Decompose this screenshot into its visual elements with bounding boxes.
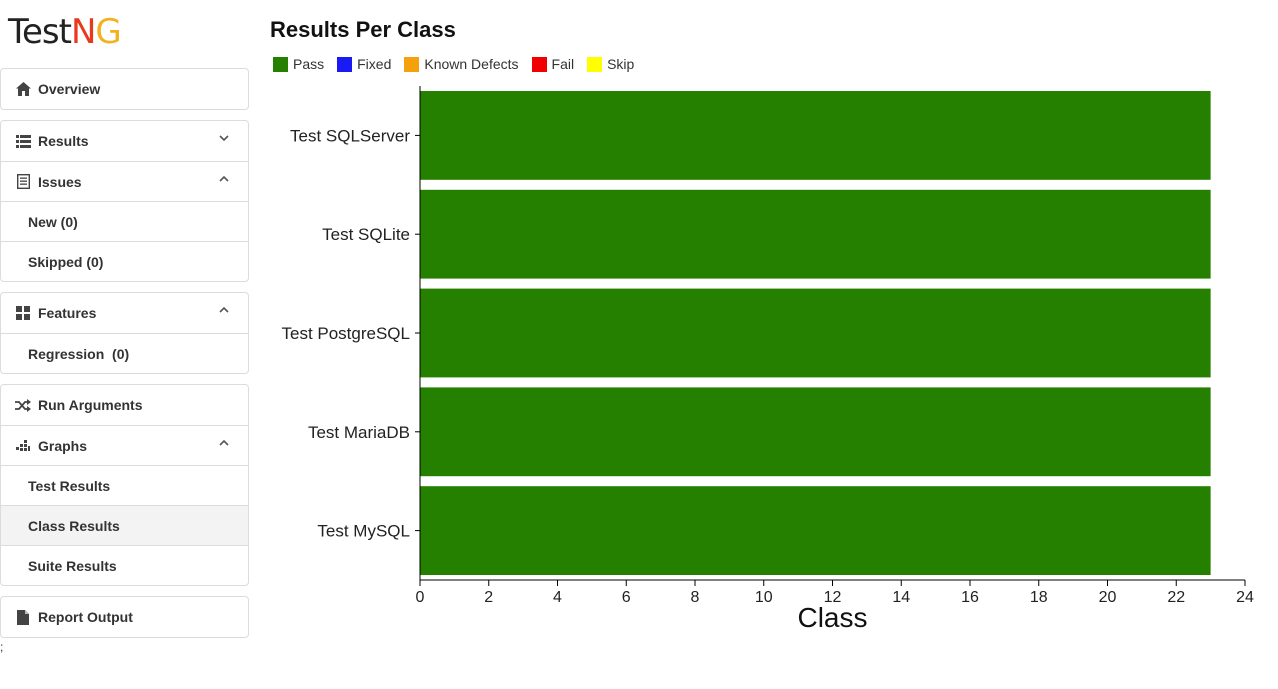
x-tick-label: 24 xyxy=(1236,589,1254,606)
sidebar-item-suite-results[interactable]: Suite Results xyxy=(1,545,248,585)
sidebar-item-label: Graphs xyxy=(38,437,88,454)
sidebar-item-label: Overview xyxy=(38,81,101,97)
legend-swatch xyxy=(587,56,603,72)
sidebar-group-run-arguments: Run Arguments Graphs Test Results Class … xyxy=(0,384,249,586)
sidebar-group-report-output: Report Output xyxy=(0,596,249,638)
sidebar-item-label: Features xyxy=(38,305,97,321)
chart-legend: Pass Fixed Known Defects Fail Skip xyxy=(273,56,647,72)
chevron-up-icon[interactable] xyxy=(218,437,230,449)
sidebar-item-run-arguments[interactable]: Run Arguments xyxy=(1,385,248,425)
sidebar-item-label: Results xyxy=(38,133,89,149)
sidebar-item-regression[interactable]: Regression (0) xyxy=(1,333,248,373)
sidebar-item-overview[interactable]: Overview xyxy=(1,69,248,109)
sidebar-item-report-output[interactable]: Report Output xyxy=(1,597,248,637)
legend-item-fail: Fail xyxy=(531,56,575,72)
y-tick-label: Test SQLite xyxy=(322,225,410,244)
sidebar-item-features[interactable]: Features xyxy=(1,293,248,333)
sidebar-item-label: Suite Results xyxy=(28,557,117,574)
x-tick-label: 2 xyxy=(484,589,493,606)
x-tick-label: 20 xyxy=(1099,589,1117,606)
stray-text: ; xyxy=(0,640,4,654)
x-tick-label: 6 xyxy=(622,589,631,606)
grid-icon xyxy=(15,305,31,321)
sidebar-item-label: Regression (0) xyxy=(28,345,130,362)
y-tick-label: Test PostgreSQL xyxy=(281,324,410,343)
file-icon xyxy=(15,609,31,625)
y-tick-label: Test MariaDB xyxy=(308,423,410,442)
legend-swatch xyxy=(273,56,288,72)
sidebar-item-label: Run Arguments xyxy=(38,397,143,413)
sidebar-item-label: Report Output xyxy=(38,609,133,625)
sidebar: Overview Results Issues New (0) Skipped … xyxy=(0,68,249,648)
x-tick-label: 12 xyxy=(824,589,842,606)
legend-item-skip: Skip xyxy=(587,56,634,72)
x-tick-label: 8 xyxy=(691,589,700,606)
testng-logo: TestNG xyxy=(8,12,122,52)
sidebar-item-label: Skipped (0) xyxy=(28,253,104,270)
bar-pass xyxy=(420,288,1211,378)
bar-pass xyxy=(420,91,1211,180)
document-icon xyxy=(15,174,31,190)
x-tick-label: 18 xyxy=(1030,589,1048,606)
sidebar-item-label: Test Results xyxy=(28,477,111,494)
sidebar-item-class-results[interactable]: Class Results xyxy=(1,505,248,545)
home-icon xyxy=(15,81,31,97)
chevron-up-icon[interactable] xyxy=(218,173,230,185)
legend-label: Pass xyxy=(293,56,325,72)
logo-part-test: Test xyxy=(8,12,72,52)
legend-swatch xyxy=(337,56,353,72)
logo-part-g: G xyxy=(95,12,121,52)
bar-pass xyxy=(420,486,1211,575)
sidebar-item-label: New (0) xyxy=(28,213,78,230)
x-tick-label: 4 xyxy=(553,589,562,606)
sidebar-item-test-results[interactable]: Test Results xyxy=(1,465,248,505)
x-tick-label: 16 xyxy=(961,589,979,606)
chevron-down-icon[interactable] xyxy=(218,132,230,144)
shuffle-icon xyxy=(15,397,31,413)
list-icon xyxy=(15,133,31,149)
sidebar-item-results[interactable]: Results xyxy=(1,121,248,161)
legend-item-known-defects: Known Defects xyxy=(404,56,519,72)
x-tick-label: 14 xyxy=(892,589,910,606)
page-title: Results Per Class xyxy=(270,17,456,42)
x-tick-label: 0 xyxy=(416,589,425,606)
sidebar-item-new[interactable]: New (0) xyxy=(1,201,248,241)
legend-label: Known Defects xyxy=(424,56,519,72)
logo-part-n: N xyxy=(70,12,96,52)
sidebar-item-label: Issues xyxy=(38,173,82,190)
sidebar-group-overview: Overview xyxy=(0,68,249,110)
legend-item-fixed: Fixed xyxy=(337,56,391,72)
chart-icon xyxy=(15,438,31,454)
legend-swatch xyxy=(404,56,420,72)
bar-pass xyxy=(420,387,1211,477)
sidebar-item-label: Class Results xyxy=(28,517,120,534)
x-tick-label: 22 xyxy=(1167,589,1185,606)
sidebar-group-results: Results Issues New (0) Skipped (0) xyxy=(0,120,249,282)
legend-label: Fail xyxy=(551,56,575,72)
legend-label: Skip xyxy=(607,56,635,72)
sidebar-item-skipped[interactable]: Skipped (0) xyxy=(1,241,248,281)
chevron-up-icon[interactable] xyxy=(218,304,230,316)
y-tick-label: Test SQLServer xyxy=(290,126,410,145)
legend-item-pass: Pass xyxy=(273,56,324,72)
x-axis-label: Class xyxy=(797,602,867,633)
sidebar-item-graphs[interactable]: Graphs xyxy=(1,425,248,465)
y-tick-label: Test MySQL xyxy=(317,522,410,541)
sidebar-item-issues[interactable]: Issues xyxy=(1,161,248,201)
x-tick-label: 10 xyxy=(755,589,773,606)
sidebar-group-features: Features Regression (0) xyxy=(0,292,249,374)
legend-label: Fixed xyxy=(357,56,392,72)
legend-swatch xyxy=(531,56,547,72)
bar-pass xyxy=(420,189,1211,279)
